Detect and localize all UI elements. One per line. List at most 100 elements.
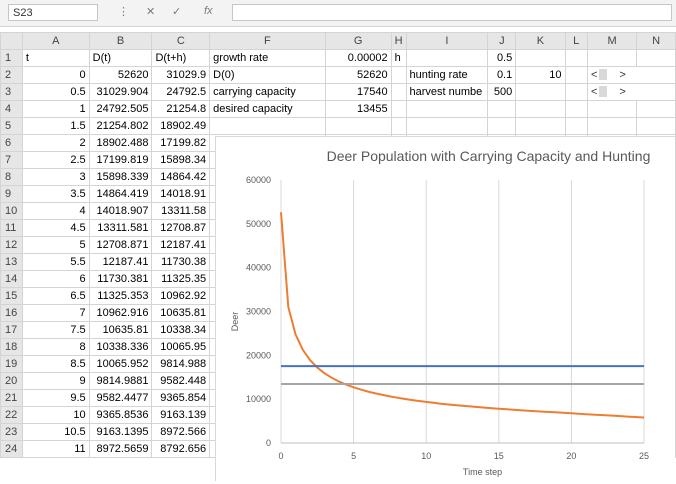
cell-c[interactable]: 9163.139 xyxy=(151,406,211,424)
cell-a[interactable]: 8.5 xyxy=(21,355,90,373)
cell-b[interactable]: 21254.802 xyxy=(88,117,153,135)
line-chart[interactable]: Deer Population with Carrying Capacity a… xyxy=(215,136,675,481)
cell-a[interactable]: 0 xyxy=(21,66,90,84)
cell-c[interactable]: 31029.9 xyxy=(151,66,211,84)
cell-n[interactable] xyxy=(636,117,676,135)
cell-c[interactable]: 10338.34 xyxy=(151,321,211,339)
cell-j[interactable]: 0.5 xyxy=(487,49,517,67)
column-header[interactable]: F xyxy=(209,32,326,50)
cell-a[interactable]: 8 xyxy=(21,338,90,356)
cell-c[interactable]: 15898.34 xyxy=(151,151,211,169)
cell-a[interactable]: 6.5 xyxy=(21,287,90,305)
row-header[interactable]: 3 xyxy=(0,83,23,101)
cell-b[interactable]: 13311.581 xyxy=(88,219,153,237)
cell-c[interactable]: 12187.41 xyxy=(151,236,211,254)
column-header[interactable]: M xyxy=(586,32,638,50)
cell-k[interactable] xyxy=(515,100,566,118)
cell-g[interactable] xyxy=(324,117,392,135)
cell-k[interactable] xyxy=(515,83,566,101)
cell-b[interactable]: 14864.419 xyxy=(88,185,153,203)
cancel-icon[interactable]: ✕ xyxy=(146,6,156,18)
cell-c[interactable]: 11325.35 xyxy=(151,270,211,288)
cell-m[interactable] xyxy=(586,117,638,135)
cell-f[interactable]: carrying capacity xyxy=(209,83,326,101)
cell-a[interactable]: 10 xyxy=(21,406,90,424)
cell-a[interactable]: 2.5 xyxy=(21,151,90,169)
cell-c[interactable]: 14864.42 xyxy=(151,168,211,186)
row-header[interactable]: 14 xyxy=(0,270,23,288)
cell-a[interactable]: 5.5 xyxy=(21,253,90,271)
row-header[interactable]: 1 xyxy=(0,49,23,67)
cell-h[interactable]: h xyxy=(390,49,407,67)
cell-b[interactable]: 17199.819 xyxy=(88,151,153,169)
cell-c[interactable]: 13311.58 xyxy=(151,202,211,220)
cell-b[interactable]: 11325.353 xyxy=(88,287,153,305)
row-header[interactable]: 21 xyxy=(0,389,23,407)
cell-f[interactable]: D(0) xyxy=(209,66,326,84)
cell-b[interactable]: D(t) xyxy=(88,49,153,67)
fx-icon[interactable]: fx xyxy=(204,5,213,17)
cell-a[interactable]: 1.5 xyxy=(21,117,90,135)
cell-j[interactable] xyxy=(487,100,517,118)
cell-h[interactable] xyxy=(390,83,407,101)
column-header[interactable]: B xyxy=(88,32,153,50)
cell-n[interactable] xyxy=(636,49,676,67)
cell-b[interactable]: 10065.952 xyxy=(88,355,153,373)
cell-c[interactable]: 10962.92 xyxy=(151,287,211,305)
cell-a[interactable]: 4 xyxy=(21,202,90,220)
row-header[interactable]: 24 xyxy=(0,440,23,458)
cell-l[interactable] xyxy=(564,117,588,135)
row-header[interactable]: 10 xyxy=(0,202,23,220)
cell-i[interactable] xyxy=(405,100,489,118)
row-header[interactable]: 13 xyxy=(0,253,23,271)
cell-f[interactable]: growth rate xyxy=(209,49,326,67)
cell-i[interactable]: hunting rate xyxy=(405,66,489,84)
cell-b[interactable]: 18902.488 xyxy=(88,134,153,152)
scroll-left-button[interactable]: < xyxy=(590,85,598,98)
row-header[interactable]: 7 xyxy=(0,151,23,169)
cell-m[interactable] xyxy=(586,49,638,67)
row-header[interactable]: 8 xyxy=(0,168,23,186)
cell-k[interactable] xyxy=(515,49,566,67)
cell-c[interactable]: D(t+h) xyxy=(151,49,211,67)
cell-a[interactable]: 0.5 xyxy=(21,83,90,101)
cell-b[interactable]: 24792.505 xyxy=(88,100,153,118)
cell-l[interactable] xyxy=(564,49,588,67)
row-header[interactable]: 4 xyxy=(0,100,23,118)
cell-a[interactable]: 3.5 xyxy=(21,185,90,203)
cell-a[interactable]: 6 xyxy=(21,270,90,288)
cell-m[interactable] xyxy=(586,100,638,118)
scroll-thumb[interactable] xyxy=(599,86,608,98)
cell-a[interactable]: 2 xyxy=(21,134,90,152)
cell-b[interactable]: 12708.871 xyxy=(88,236,153,254)
cell-b[interactable]: 9582.4477 xyxy=(88,389,153,407)
row-header[interactable]: 12 xyxy=(0,236,23,254)
cell-a[interactable]: 3 xyxy=(21,168,90,186)
cell-g[interactable]: 0.00002 xyxy=(324,49,392,67)
cell-b[interactable]: 12187.41 xyxy=(88,253,153,271)
column-header[interactable]: N xyxy=(636,32,676,50)
cell-c[interactable]: 18902.49 xyxy=(151,117,211,135)
cell-b[interactable]: 14018.907 xyxy=(88,202,153,220)
cell-i[interactable]: harvest numbe xyxy=(405,83,489,101)
cell-h[interactable] xyxy=(390,66,407,84)
row-header[interactable]: 22 xyxy=(0,406,23,424)
cell-c[interactable]: 10065.95 xyxy=(151,338,211,356)
column-header[interactable]: A xyxy=(21,32,90,50)
cell-c[interactable]: 8972.566 xyxy=(151,423,211,441)
cell-b[interactable]: 10338.336 xyxy=(88,338,153,356)
confirm-icon[interactable]: ✓ xyxy=(172,6,182,18)
cell-h[interactable] xyxy=(390,117,407,135)
row-header[interactable]: 16 xyxy=(0,304,23,322)
cell-g[interactable]: 13455 xyxy=(324,100,392,118)
cell-c[interactable]: 9365.854 xyxy=(151,389,211,407)
column-header[interactable]: K xyxy=(515,32,566,50)
cell-j[interactable]: 0.1 xyxy=(487,66,517,84)
row-header[interactable]: 17 xyxy=(0,321,23,339)
cell-l[interactable] xyxy=(564,83,588,101)
scroll-control[interactable]: < > xyxy=(586,66,676,84)
scroll-thumb[interactable] xyxy=(599,69,608,81)
cell-a[interactable]: 5 xyxy=(21,236,90,254)
cell-a[interactable]: 10.5 xyxy=(21,423,90,441)
cell-c[interactable]: 9814.988 xyxy=(151,355,211,373)
